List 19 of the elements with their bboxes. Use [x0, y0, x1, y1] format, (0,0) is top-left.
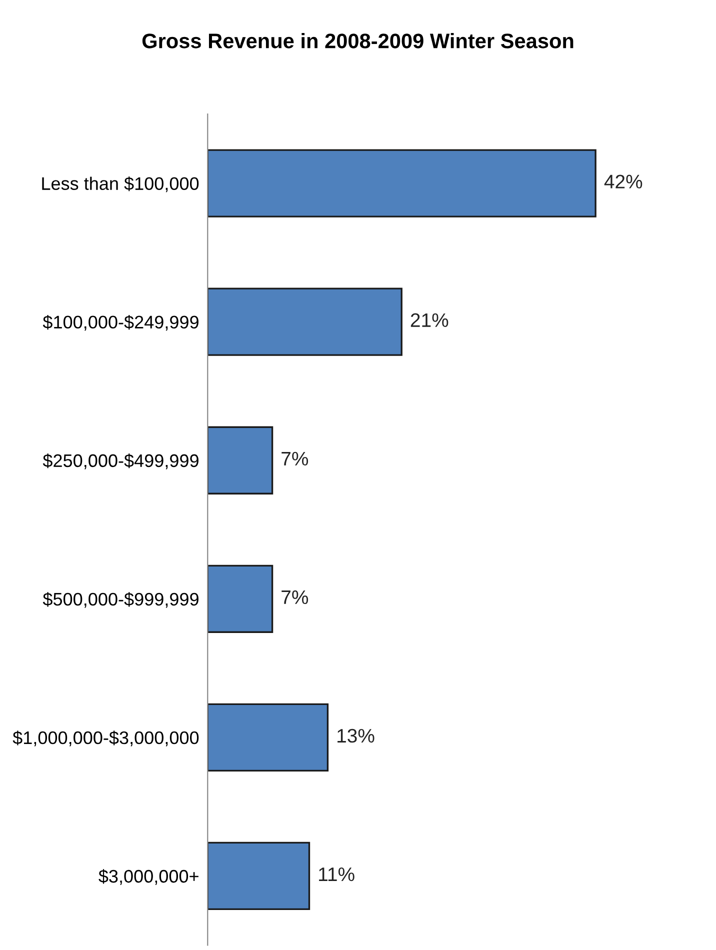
y-tick-label: $250,000-$499,999 — [42, 454, 198, 470]
y-tick-label: $100,000-$249,999 — [42, 314, 198, 331]
y-tick-label: Less than $100,000 — [42, 176, 199, 192]
bar — [208, 288, 402, 356]
data-label: 7% — [282, 452, 308, 466]
bar — [208, 703, 329, 772]
data-label: 42% — [604, 174, 642, 188]
bar — [208, 149, 596, 218]
y-tick-label: $500,000-$999,999 — [42, 592, 198, 608]
bar — [208, 564, 274, 633]
data-label: 11% — [319, 868, 354, 882]
bar — [208, 842, 310, 910]
y-tick-label: $3,000,000+ — [98, 869, 198, 885]
y-tick-label: $1,000,000-$3,000,000 — [12, 730, 199, 746]
data-label: 21% — [410, 313, 448, 327]
data-label: 7% — [282, 590, 308, 604]
data-label: 13% — [338, 728, 374, 743]
bar — [208, 426, 274, 494]
chart-title: Gross Revenue in 2008-2009 Winter Season — [142, 33, 574, 48]
